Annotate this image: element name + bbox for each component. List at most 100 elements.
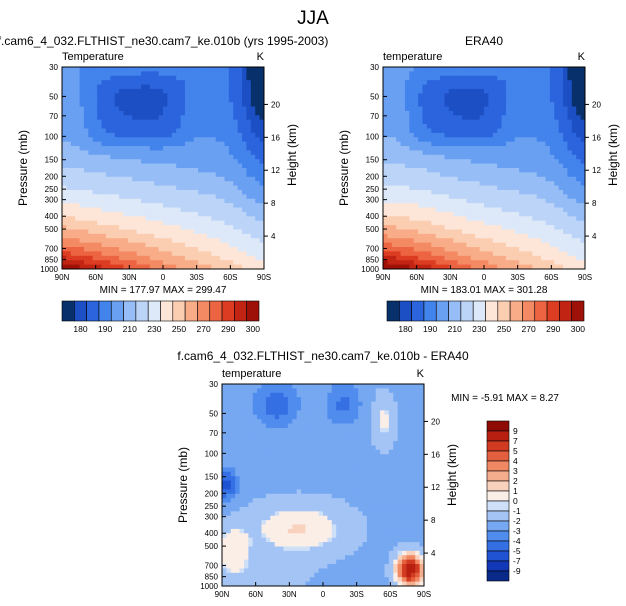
field-cell	[523, 247, 529, 253]
field-cell	[226, 405, 232, 411]
field-cell	[265, 427, 271, 433]
colorbar-box	[435, 300, 449, 322]
field-cell	[198, 102, 204, 108]
field-cell	[484, 260, 489, 266]
field-cell	[193, 185, 199, 191]
field-cell	[400, 251, 406, 257]
field-cell	[404, 146, 410, 152]
field-cell	[409, 238, 415, 244]
field-cell	[541, 137, 547, 143]
field-cell	[119, 172, 125, 178]
field-cell	[261, 401, 267, 407]
field-cell	[466, 176, 472, 182]
field-cell	[301, 388, 307, 394]
field-cell	[255, 119, 261, 125]
field-cell	[92, 67, 98, 72]
field-cell	[259, 106, 264, 112]
field-cell	[492, 207, 498, 213]
field-cell	[536, 88, 542, 94]
field-cell	[510, 106, 516, 112]
field-cell	[391, 242, 397, 248]
field-cell	[453, 220, 459, 226]
field-cell	[88, 146, 94, 152]
field-cell	[136, 75, 142, 81]
field-cell	[206, 220, 212, 226]
field-cell	[444, 242, 450, 248]
field-cell	[171, 264, 177, 269]
field-cell	[171, 216, 177, 222]
field-cell	[580, 80, 585, 86]
field-cell	[239, 392, 245, 398]
field-cell	[400, 80, 406, 86]
field-cell	[255, 163, 261, 169]
field-cell	[110, 189, 116, 195]
field-cell	[380, 423, 386, 429]
field-cell	[435, 146, 441, 152]
field-cell	[413, 93, 419, 99]
field-cell	[358, 427, 364, 433]
field-cell	[279, 401, 285, 407]
field-cell	[426, 137, 432, 143]
field-cell	[79, 93, 85, 99]
field-cell	[523, 255, 529, 261]
panel-model-ylabel-right: Height (km)	[285, 124, 299, 186]
field-cell	[497, 260, 503, 266]
field-cell	[404, 203, 410, 209]
field-cell	[523, 163, 529, 169]
field-cell	[497, 128, 503, 134]
field-cell	[431, 203, 437, 209]
pressure-tick-label: 300	[45, 196, 59, 205]
field-cell	[554, 172, 560, 178]
field-cell	[127, 238, 133, 244]
field-cell	[145, 71, 151, 77]
field-cell	[215, 238, 221, 244]
field-cell	[453, 168, 459, 173]
field-cell	[176, 216, 182, 222]
field-cell	[224, 106, 230, 112]
field-cell	[488, 110, 494, 116]
field-cell	[558, 71, 564, 77]
field-cell	[123, 97, 129, 103]
panel-era40-max: 301.28	[517, 285, 548, 296]
field-cell	[180, 251, 186, 257]
field-cell	[101, 141, 107, 147]
field-cell	[536, 203, 542, 209]
field-cell	[563, 181, 569, 187]
field-cell	[105, 132, 111, 138]
colorbar-box	[472, 300, 486, 322]
field-cell	[400, 181, 406, 187]
field-cell	[563, 75, 569, 81]
field-cell	[404, 102, 410, 108]
field-cell	[536, 124, 542, 130]
field-cell	[488, 80, 494, 86]
field-cell	[466, 242, 472, 248]
field-cell	[457, 124, 463, 130]
field-cell	[492, 150, 498, 156]
field-cell	[484, 137, 489, 143]
field-cell	[558, 141, 564, 147]
field-cell	[250, 242, 256, 248]
field-cell	[391, 233, 397, 239]
field-cell	[462, 255, 468, 261]
x-tick-label: 90N	[55, 273, 70, 282]
field-cell	[184, 189, 190, 195]
field-cell	[448, 242, 454, 248]
field-cell	[387, 102, 393, 108]
field-cell	[444, 189, 450, 195]
field-cell	[198, 260, 204, 266]
field-cell	[228, 242, 234, 248]
field-cell	[571, 163, 577, 169]
field-cell	[62, 260, 67, 266]
panel-era40-min: 183.01	[450, 285, 481, 296]
field-cell	[580, 211, 585, 217]
field-cell	[75, 189, 81, 195]
field-cell	[387, 181, 393, 187]
field-cell	[505, 198, 511, 204]
field-cell	[163, 233, 168, 239]
field-cell	[226, 427, 232, 433]
field-cell	[171, 225, 177, 231]
field-cell	[250, 251, 256, 257]
field-cell	[419, 384, 424, 389]
field-cell	[189, 264, 195, 269]
field-cell	[198, 176, 204, 182]
